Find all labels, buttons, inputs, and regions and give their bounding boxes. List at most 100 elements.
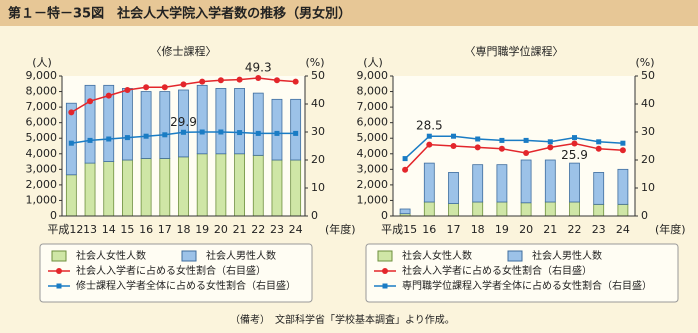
bar <box>617 168 629 205</box>
bar <box>423 201 435 217</box>
bar <box>252 92 264 156</box>
y-tick-label: 6,000 <box>357 116 389 129</box>
y2-tick-label: 0 <box>311 209 318 222</box>
x-tick-label: 18 <box>471 223 485 236</box>
point <box>105 92 112 99</box>
y-tick-label: 3,000 <box>357 162 389 175</box>
point <box>124 135 130 141</box>
subtitle: 〈専門職学位課程〉 <box>465 44 564 58</box>
x-tick-label: 20 <box>519 223 533 236</box>
y-tick-label: 5,000 <box>357 131 389 144</box>
point <box>199 129 205 135</box>
legend-label: 社会人入学者に占める女性割合（右目盛） <box>402 264 592 277</box>
point <box>217 77 224 84</box>
bar <box>593 172 605 205</box>
y2-tick-label: 0 <box>641 209 648 222</box>
bar <box>472 201 484 217</box>
bar <box>103 161 115 217</box>
y-tick-label: 2,000 <box>357 178 389 191</box>
legend-label: 社会人女性人数 <box>76 249 146 262</box>
x-unit: (年度) <box>655 222 686 236</box>
bar <box>215 88 227 155</box>
legend-box <box>39 243 313 303</box>
legend-swatch <box>507 250 523 262</box>
bar <box>178 89 189 158</box>
bar <box>65 102 77 176</box>
bar <box>569 162 580 203</box>
y-tick-label: 7,000 <box>26 100 58 113</box>
x-tick-label: 22 <box>251 223 265 236</box>
point <box>426 133 432 139</box>
point <box>596 139 602 145</box>
point <box>162 132 168 138</box>
point <box>255 74 262 81</box>
value-label: 29.9 <box>170 115 197 129</box>
bar <box>178 156 189 217</box>
bar <box>544 159 556 203</box>
legend-label: 社会人入学者に占める女性割合（右目盛） <box>76 264 266 277</box>
y2-tick-label: 20 <box>311 153 325 166</box>
legend-swatch <box>377 250 393 262</box>
x-tick-label: 14 <box>102 223 116 236</box>
x-tick-label: 平成12 <box>47 223 83 236</box>
bar <box>196 153 208 217</box>
y2-tick-label: 10 <box>641 181 655 194</box>
y2-unit: (%) <box>635 56 654 69</box>
point <box>499 137 505 143</box>
y-tick-label: 8,000 <box>357 85 389 98</box>
legend-label: 社会人女性人数 <box>402 249 472 262</box>
y-tick-label: 1,000 <box>26 193 58 206</box>
y-tick-label: 5,000 <box>26 131 58 144</box>
x-tick-label: 16 <box>422 223 436 236</box>
line <box>404 135 623 160</box>
y2-tick-label: 30 <box>311 125 325 138</box>
x-tick-label: 19 <box>195 223 209 236</box>
legend-label: 専門職学位課程入学者全体に占める女性割合（右目盛） <box>402 279 652 292</box>
point <box>143 133 149 139</box>
point <box>572 135 577 141</box>
bar <box>496 164 508 203</box>
bar <box>569 201 580 217</box>
x-tick-label: 20 <box>214 223 228 236</box>
point <box>619 147 626 154</box>
point <box>426 141 433 148</box>
bar <box>196 84 208 155</box>
x-tick-label: 13 <box>83 223 97 236</box>
bar <box>448 203 459 217</box>
bar <box>65 174 77 217</box>
y-tick-label: 0 <box>50 209 57 222</box>
x-tick-label: 17 <box>447 223 461 236</box>
y-tick-label: 9,000 <box>26 69 58 82</box>
point <box>547 144 554 151</box>
legend-swatch <box>51 250 67 262</box>
bar <box>159 91 171 159</box>
y-tick-label: 9,000 <box>357 69 389 82</box>
point <box>620 140 626 146</box>
y2-tick-label: 30 <box>641 125 655 138</box>
header-band <box>0 0 698 26</box>
note: （備考） 文部科学省「学校基本調査」より作成。 <box>230 313 455 326</box>
bar <box>122 88 133 161</box>
legend-marker <box>56 283 62 289</box>
x-tick-label: 23 <box>592 223 606 236</box>
point <box>236 76 243 83</box>
bar <box>215 153 227 217</box>
bar <box>472 164 484 203</box>
point <box>87 98 94 105</box>
bar <box>520 159 532 204</box>
point <box>68 109 75 116</box>
y2-tick-label: 40 <box>311 97 325 110</box>
bar <box>140 91 152 159</box>
header-title: 第１－特－35図 社会人大学院入学者数の推移（男女別） <box>8 6 351 22</box>
bar <box>593 203 605 217</box>
bar <box>84 162 96 217</box>
subtitle: 〈修士課程〉 <box>151 44 217 58</box>
x-tick-label: 24 <box>289 223 303 236</box>
bar <box>84 84 96 164</box>
point <box>474 144 481 151</box>
point <box>293 130 299 136</box>
point <box>237 130 243 136</box>
point <box>523 137 529 143</box>
legend-box <box>365 243 679 303</box>
